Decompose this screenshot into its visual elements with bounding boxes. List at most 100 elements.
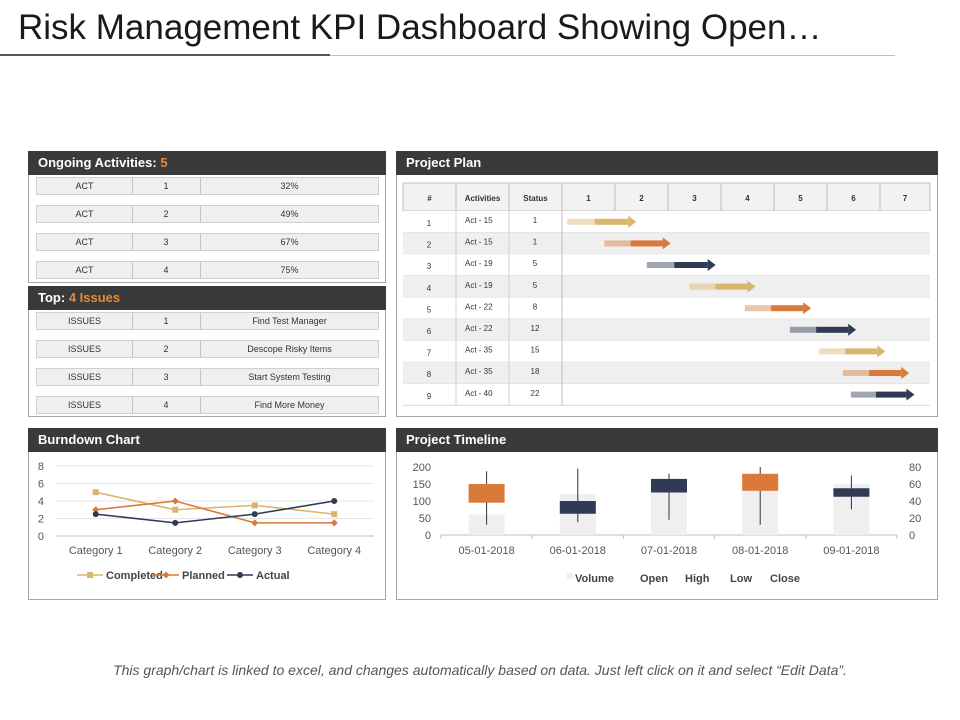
row-separator: [200, 313, 201, 329]
gantt-row-number: 9: [427, 392, 432, 401]
gantt-row-bg: [403, 297, 930, 319]
burndown-legend-planned: Planned: [182, 570, 225, 582]
gantt-bar-start: [567, 218, 595, 225]
burndown-y-tick: 2: [38, 514, 44, 526]
burndown-legend-marker: [237, 572, 243, 578]
project-plan-header: Project Plan: [396, 151, 938, 175]
gantt-row-bg: [403, 340, 930, 363]
issue-row-name: ISSUES: [67, 344, 101, 354]
gantt-header-week-1: 1: [586, 194, 591, 203]
gantt-row-number: 8: [427, 370, 432, 379]
issue-row-value: Find Test Manager: [252, 316, 327, 326]
ongoing-activity-row-name: ACT: [75, 209, 94, 219]
burndown-x-tick: Category 3: [228, 545, 282, 557]
gantt-row-activity: Act - 35: [465, 346, 493, 355]
timeline-left-tick: 50: [419, 513, 431, 525]
ongoing-activity-row-name: ACT: [75, 237, 94, 247]
ongoing-activity-row: ACT 2 49%: [36, 205, 379, 223]
timeline-right-tick: 20: [909, 513, 921, 525]
gantt-bar: [630, 240, 663, 247]
row-separator: [132, 341, 133, 357]
burndown-point-actual: [92, 511, 99, 518]
gantt-arrow-head: [628, 215, 637, 228]
gantt-row-number: 2: [427, 241, 432, 250]
title-divider: [0, 55, 895, 56]
gantt-bar: [771, 305, 804, 312]
gantt-row-activity: Act - 22: [465, 302, 493, 311]
issue-row-number: 4: [163, 400, 169, 410]
gantt-row-bg: [403, 211, 930, 233]
burndown-point-completed: [92, 489, 99, 496]
timeline-x-tick: 05-01-2018: [458, 545, 514, 557]
gantt-row-number: 1: [427, 219, 432, 228]
issue-row-number: 3: [163, 372, 169, 382]
issue-row: ISSUES 3 Start System Testing: [36, 368, 379, 386]
burndown-y-tick: 0: [38, 531, 44, 543]
ongoing-activities-label: Ongoing Activities:: [38, 155, 157, 170]
timeline-right-tick: 80: [909, 462, 921, 474]
burndown-line-actual: [95, 500, 335, 524]
row-separator: [200, 397, 201, 413]
row-separator: [132, 262, 133, 278]
burndown-legend-marker: [87, 572, 93, 578]
gantt-header-week-6: 6: [851, 194, 856, 203]
timeline-left-tick: 100: [413, 496, 431, 508]
gantt-row-status: 22: [531, 389, 540, 398]
gantt-row-bg: [403, 275, 930, 298]
project-timeline-header: Project Timeline: [396, 428, 938, 452]
burndown-y-tick: 8: [38, 461, 44, 473]
burndown-point-completed: [331, 511, 338, 518]
ongoing-activity-row-value: 67%: [280, 237, 299, 247]
gantt-row-status: 5: [533, 259, 538, 268]
gantt-row-status: 12: [531, 324, 540, 333]
gantt-row-activity: Act - 15: [465, 216, 493, 225]
gantt-row-activity: Act - 35: [465, 367, 493, 376]
gantt-row-number: 3: [427, 262, 432, 271]
timeline-legend-swatch: [567, 573, 573, 579]
ongoing-activity-row-name: ACT: [75, 265, 94, 275]
row-separator: [132, 313, 133, 329]
burndown-y-tick: 4: [38, 496, 44, 508]
gantt-row-bg: [403, 319, 930, 341]
burndown-x-tick: Category 1: [69, 545, 123, 557]
gantt-header-week-7: 7: [903, 194, 908, 203]
issue-row-value: Start System Testing: [248, 372, 331, 382]
burndown-line-completed: [95, 491, 335, 515]
ongoing-activities-header: Ongoing Activities: 5: [28, 151, 386, 175]
gantt-row-status: 18: [531, 367, 540, 376]
timeline-left-tick: 200: [413, 462, 431, 474]
gantt-row-activity: Act - 40: [465, 389, 493, 398]
burndown-point-planned: [92, 506, 100, 514]
row-separator: [132, 234, 133, 250]
row-separator: [132, 178, 133, 194]
gantt-header-week-2: 2: [639, 194, 644, 203]
title-divider-accent: [0, 54, 330, 56]
ongoing-activity-row-value: 49%: [280, 209, 299, 219]
gantt-row-bg: [403, 362, 930, 384]
timeline-open-close-box: [468, 484, 505, 503]
issue-row-name: ISSUES: [67, 400, 101, 410]
timeline-legend-volume: Volume: [575, 573, 614, 585]
gantt-arrow-head: [662, 237, 671, 250]
timeline-left-tick: 150: [413, 479, 431, 491]
gantt-header-row: [402, 182, 931, 212]
timeline-open-close-box: [651, 478, 687, 493]
issue-row-number: 1: [163, 316, 169, 326]
timeline-left-tick: 0: [425, 530, 431, 542]
ongoing-activity-row-value: 75%: [280, 265, 299, 275]
gantt-bar-start: [789, 326, 817, 333]
burndown-legend-marker: [162, 571, 170, 579]
gantt-bar: [594, 218, 629, 225]
issue-row-value: Find More Money: [254, 400, 325, 410]
gantt-bar: [674, 262, 708, 268]
issue-row: ISSUES 2 Descope Risky Items: [36, 340, 379, 358]
burndown-y-tick: 6: [38, 479, 44, 491]
row-separator: [200, 262, 201, 278]
burndown-point-planned: [330, 519, 338, 527]
gantt-header-week-4: 4: [745, 194, 750, 203]
gantt-header-activities: Activities: [465, 194, 501, 203]
gantt-bar: [715, 283, 748, 290]
gantt-bar: [845, 348, 878, 355]
burndown-point-completed: [251, 502, 258, 509]
burndown-point-actual: [251, 511, 258, 518]
